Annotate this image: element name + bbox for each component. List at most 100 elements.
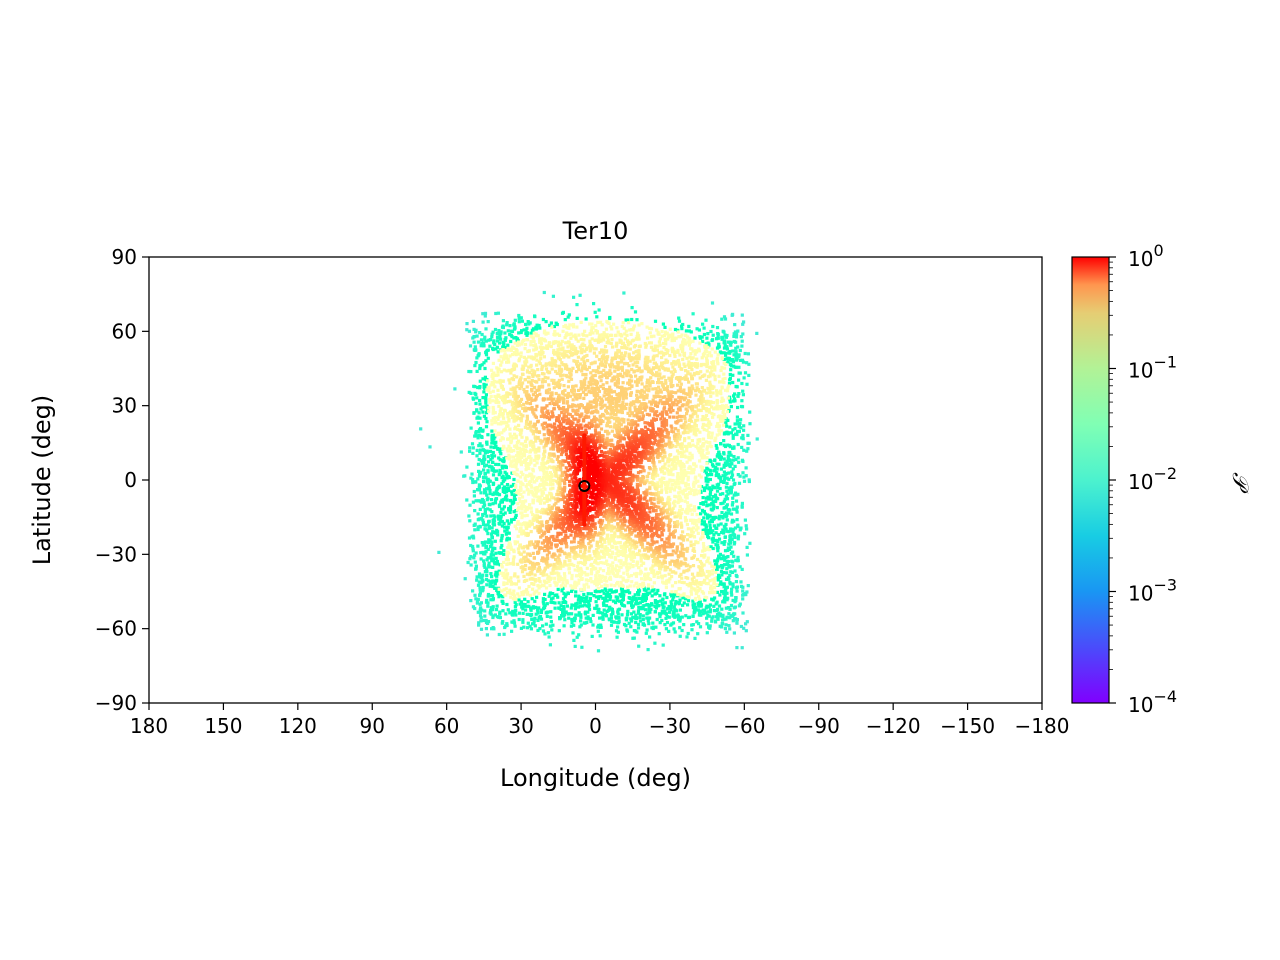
density-point bbox=[626, 572, 630, 576]
density-point bbox=[701, 501, 705, 505]
density-point bbox=[599, 549, 603, 553]
density-point bbox=[675, 515, 679, 519]
density-point bbox=[701, 322, 705, 326]
density-point bbox=[567, 559, 571, 563]
density-point bbox=[590, 580, 594, 584]
density-point bbox=[619, 561, 623, 565]
density-point bbox=[515, 349, 519, 353]
density-point bbox=[588, 342, 592, 346]
density-point bbox=[579, 619, 583, 623]
density-point bbox=[512, 550, 516, 554]
density-point bbox=[725, 489, 729, 493]
density-point bbox=[525, 370, 530, 374]
density-point bbox=[638, 613, 642, 617]
density-point bbox=[714, 543, 718, 547]
density-point bbox=[744, 466, 748, 470]
density-point bbox=[723, 317, 728, 321]
density-point bbox=[708, 603, 712, 607]
density-point bbox=[690, 533, 694, 537]
density-point bbox=[544, 320, 548, 324]
density-point bbox=[509, 595, 513, 599]
density-point bbox=[498, 612, 502, 616]
density-point bbox=[519, 600, 524, 604]
density-point bbox=[725, 389, 730, 393]
density-point bbox=[730, 462, 734, 466]
density-point bbox=[597, 335, 601, 339]
density-point bbox=[620, 324, 624, 329]
density-point bbox=[482, 468, 486, 472]
density-point bbox=[722, 556, 726, 560]
density-point bbox=[702, 488, 707, 493]
density-point bbox=[588, 345, 592, 349]
density-point bbox=[705, 569, 709, 574]
density-point bbox=[510, 400, 515, 404]
density-point bbox=[437, 550, 441, 554]
density-point bbox=[729, 614, 733, 618]
density-point bbox=[524, 328, 528, 332]
density-point bbox=[519, 450, 523, 454]
density-point bbox=[600, 323, 604, 327]
density-point bbox=[695, 620, 699, 624]
density-point bbox=[679, 572, 683, 576]
density-point bbox=[652, 334, 656, 338]
density-point bbox=[698, 625, 703, 629]
density-point bbox=[494, 556, 498, 560]
density-point bbox=[491, 330, 495, 334]
density-point bbox=[482, 460, 486, 465]
density-point bbox=[520, 329, 524, 333]
density-point bbox=[520, 590, 524, 595]
density-point bbox=[519, 470, 523, 474]
density-point bbox=[567, 571, 572, 575]
density-point bbox=[681, 431, 685, 435]
density-point bbox=[632, 326, 636, 330]
density-point bbox=[465, 322, 469, 326]
density-point bbox=[553, 330, 557, 334]
density-point bbox=[686, 478, 690, 482]
density-point bbox=[538, 614, 543, 619]
density-point bbox=[531, 432, 535, 436]
density-point bbox=[486, 532, 490, 536]
density-point bbox=[583, 550, 587, 555]
density-point bbox=[682, 354, 686, 358]
density-point bbox=[476, 421, 480, 425]
density-point bbox=[724, 485, 728, 489]
density-point bbox=[723, 513, 727, 517]
density-point bbox=[723, 376, 727, 381]
density-point bbox=[729, 491, 733, 495]
density-point bbox=[491, 597, 495, 601]
density-point bbox=[719, 399, 723, 404]
density-point bbox=[731, 598, 735, 602]
density-point bbox=[599, 320, 603, 324]
density-point bbox=[459, 450, 463, 454]
density-point bbox=[721, 501, 725, 505]
density-point bbox=[533, 488, 538, 492]
density-point bbox=[627, 341, 631, 345]
density-point bbox=[737, 365, 741, 369]
density-point bbox=[602, 591, 606, 595]
density-point bbox=[728, 527, 733, 531]
density-point bbox=[609, 529, 614, 533]
density-point bbox=[603, 561, 608, 565]
density-point bbox=[679, 467, 683, 471]
density-point bbox=[606, 528, 610, 532]
density-point bbox=[716, 362, 720, 366]
density-point bbox=[691, 548, 695, 552]
density-point bbox=[526, 487, 530, 491]
density-point bbox=[574, 335, 578, 339]
density-point bbox=[556, 587, 560, 591]
density-point bbox=[719, 582, 723, 586]
density-point bbox=[509, 562, 513, 566]
density-point bbox=[490, 433, 494, 437]
density-point bbox=[721, 417, 725, 421]
density-point bbox=[499, 332, 503, 336]
density-point bbox=[592, 580, 596, 584]
density-point bbox=[632, 597, 636, 601]
density-point bbox=[495, 574, 499, 578]
density-point bbox=[704, 525, 708, 529]
density-point bbox=[469, 563, 473, 567]
density-point bbox=[723, 558, 727, 562]
density-point bbox=[543, 465, 547, 469]
density-point bbox=[541, 629, 546, 633]
density-point bbox=[623, 536, 627, 540]
density-point bbox=[680, 580, 684, 584]
